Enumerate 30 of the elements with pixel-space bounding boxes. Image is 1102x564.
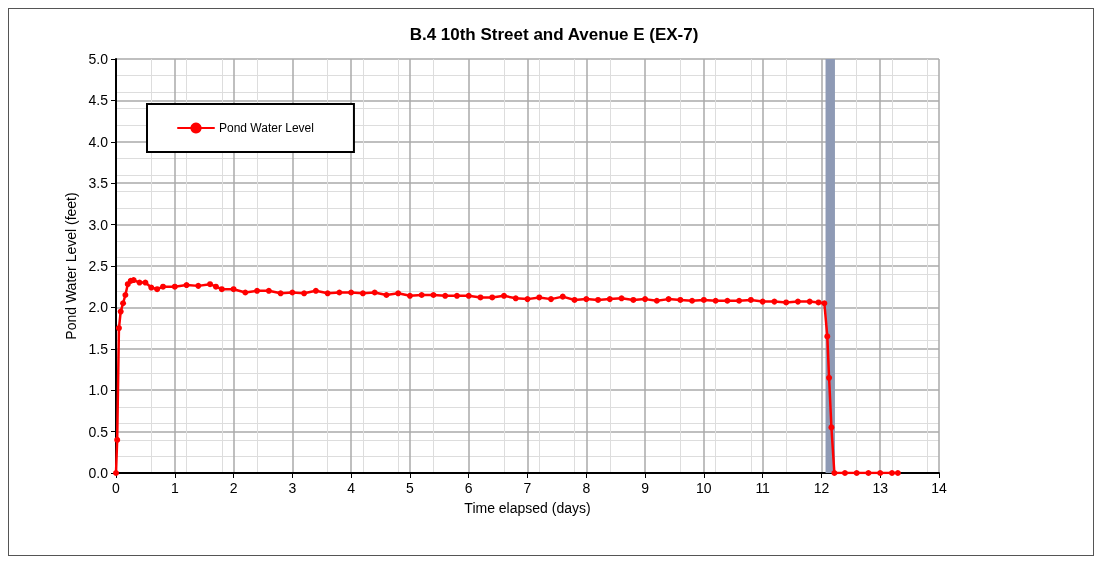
x-tick-label: 12 xyxy=(813,480,830,496)
x-tick-label: 3 xyxy=(288,480,297,496)
y-tick-label: 1.5 xyxy=(88,340,109,357)
x-tick-label: 4 xyxy=(347,480,356,496)
x-tick-label: 13 xyxy=(872,480,889,496)
y-tick-label: 0.5 xyxy=(88,423,109,440)
y-tick-label: 4.0 xyxy=(88,133,109,150)
x-tick-label: 14 xyxy=(931,480,947,496)
x-tick-label: 9 xyxy=(641,480,650,496)
y-tick-label: 1.0 xyxy=(88,382,109,399)
y-axis-title: Pond Water Level (feet) xyxy=(62,192,79,340)
y-tick-label: 2.5 xyxy=(88,258,109,274)
y-tick-label: 5.0 xyxy=(88,51,109,67)
y-tick-label: 0.0 xyxy=(88,465,109,481)
x-tick-label: 0 xyxy=(112,480,121,496)
legend-label: Pond Water Level xyxy=(219,121,314,135)
x-tick-label: 8 xyxy=(582,480,591,496)
y-tick-label: 4.5 xyxy=(88,92,109,109)
y-tick-label: 3.0 xyxy=(88,216,109,233)
x-tick-label: 6 xyxy=(464,480,473,496)
y-tick-label: 3.5 xyxy=(88,175,109,192)
x-tick-label: 11 xyxy=(755,480,771,496)
x-axis-title: Time elapsed (days) xyxy=(464,500,591,516)
x-tick-label: 5 xyxy=(406,480,415,496)
x-tick-label: 7 xyxy=(523,480,532,496)
x-tick-label: 2 xyxy=(229,480,238,496)
y-tick-label: 2.0 xyxy=(88,299,109,316)
x-tick-label: 1 xyxy=(170,480,179,496)
chart-title: B.4 10th Street and Avenue E (EX-7) xyxy=(409,25,699,44)
x-tick-label: 10 xyxy=(696,480,712,496)
